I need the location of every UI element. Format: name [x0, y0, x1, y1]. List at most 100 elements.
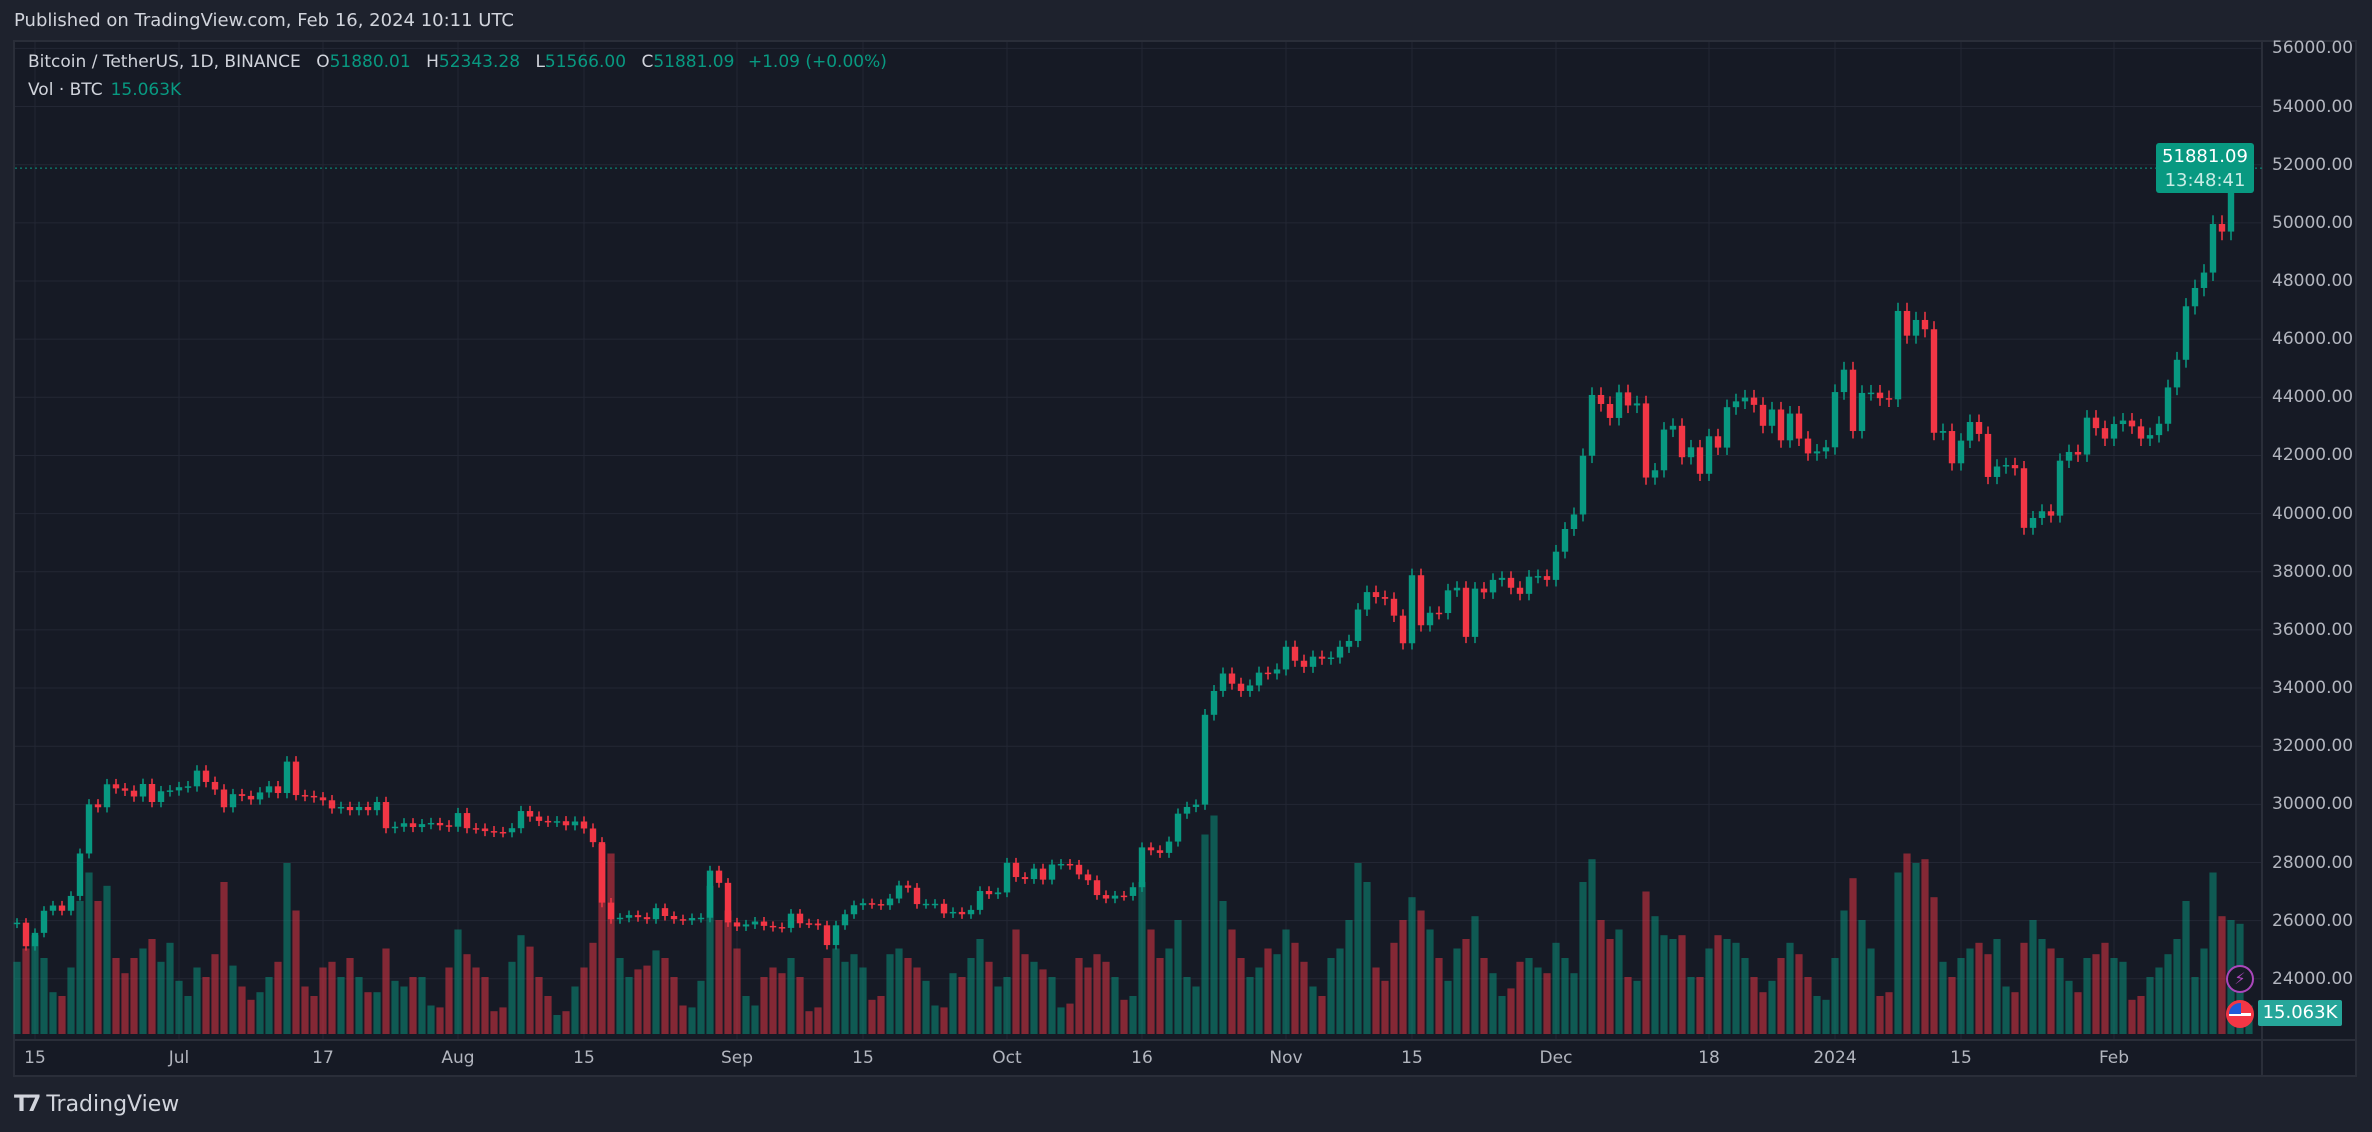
volume-bar [2119, 961, 2127, 1034]
candle-body [2119, 420, 2127, 425]
volume-bar [1633, 980, 1641, 1034]
candle-body [292, 761, 300, 796]
candle-body [202, 770, 210, 782]
volume-bar [346, 958, 354, 1034]
volume-bar [1417, 910, 1425, 1034]
bar-countdown: 13:48:41 [2164, 170, 2246, 192]
candle-body [238, 794, 246, 796]
candle-body [769, 925, 777, 928]
candle-body [823, 925, 831, 946]
us-flag-icon[interactable] [2226, 1000, 2254, 1028]
chart-frame[interactable] [13, 40, 2357, 1077]
volume-bar [1777, 958, 1785, 1034]
volume-bar [157, 961, 165, 1034]
volume-bar [292, 910, 300, 1034]
candle-body [1588, 394, 1596, 456]
candle-body [85, 804, 93, 854]
volume-label[interactable]: Vol · BTC [28, 80, 103, 100]
volume-bar [1984, 954, 1992, 1034]
volume-bar [1138, 882, 1146, 1034]
volume-bar [1426, 929, 1434, 1034]
candle-body [1525, 576, 1533, 594]
volume-bar [904, 958, 912, 1034]
candle-body [1318, 656, 1326, 659]
candle-body [499, 831, 507, 834]
candle-body [1210, 690, 1218, 715]
volume-bar [1147, 929, 1155, 1034]
candle-body [1489, 579, 1497, 593]
volume-bar [1102, 961, 1110, 1034]
candle-body [1732, 401, 1740, 408]
volume-bar [1696, 977, 1704, 1034]
volume-bar [688, 1007, 696, 1034]
volume-bar [2029, 920, 2037, 1034]
candle-body [1165, 841, 1173, 853]
time-tick-label: 15 [852, 1048, 874, 1068]
volume-bar [1183, 977, 1191, 1034]
volume-bar [1237, 958, 1245, 1034]
candle-body [1264, 672, 1272, 675]
price-tick-label: 46000.00 [2272, 329, 2354, 350]
candle-body [112, 784, 120, 789]
candle-body [1390, 598, 1398, 616]
volume-bar [1678, 935, 1686, 1034]
candle-body [2074, 451, 2082, 455]
volume-bar [1327, 958, 1335, 1034]
volume-bar [265, 977, 273, 1034]
volume-bar [1372, 967, 1380, 1034]
candle-body [1309, 656, 1317, 667]
volume-bar [139, 948, 147, 1034]
volume-bar [508, 961, 516, 1034]
volume-bar [679, 1005, 687, 1034]
open-value: 51880.01 [329, 52, 411, 72]
lightning-icon[interactable]: ⚡ [2226, 965, 2254, 993]
candle-body [166, 790, 174, 792]
candle-body [2200, 272, 2208, 288]
footer-brand[interactable]: T7 TradingView [14, 1092, 179, 1117]
volume-bar [1786, 942, 1794, 1034]
candle-body [2173, 359, 2181, 388]
volume-bar [1255, 967, 1263, 1034]
candle-body [301, 795, 309, 797]
volume-bar [1354, 863, 1362, 1034]
candle-body [400, 823, 408, 827]
price-tick-label: 32000.00 [2272, 736, 2354, 757]
candle-body [1498, 577, 1506, 580]
price-tick-label: 56000.00 [2272, 38, 2354, 59]
volume-bar [1588, 859, 1596, 1034]
candle-body [481, 828, 489, 832]
time-tick-label: Oct [992, 1048, 1022, 1068]
volume-bar [724, 910, 732, 1034]
candle-body [2056, 460, 2064, 516]
volume-bar [85, 872, 93, 1034]
volume-bar [2209, 872, 2217, 1034]
candle-body [1075, 864, 1083, 875]
candle-body [1687, 447, 1695, 458]
volume-bar [301, 986, 309, 1034]
volume-bar [166, 942, 174, 1034]
volume-bar [661, 958, 669, 1034]
candle-body [1345, 640, 1353, 647]
volume-bar [1021, 954, 1029, 1034]
candle-body [364, 806, 372, 811]
volume-bar [1048, 977, 1056, 1034]
volume-bar [913, 967, 921, 1034]
candle-body [2137, 426, 2145, 439]
candle-body [1993, 466, 2001, 477]
candle-body [1219, 673, 1227, 691]
volume-bar [1687, 977, 1695, 1034]
candle-body [49, 905, 57, 911]
high-value: 52343.28 [438, 52, 521, 72]
volume-bar [544, 996, 552, 1034]
volume-bar [517, 935, 525, 1034]
candle-body [940, 903, 948, 914]
symbol-title[interactable]: Bitcoin / TetherUS, 1D, BINANCE [28, 52, 301, 72]
candle-body [1435, 612, 1443, 615]
candle-body [616, 917, 624, 920]
volume-bar [382, 948, 390, 1034]
close-value: 51881.09 [653, 52, 735, 72]
volume-bar [553, 1015, 561, 1034]
volume-bar [1381, 980, 1389, 1034]
candle-body [103, 784, 111, 808]
